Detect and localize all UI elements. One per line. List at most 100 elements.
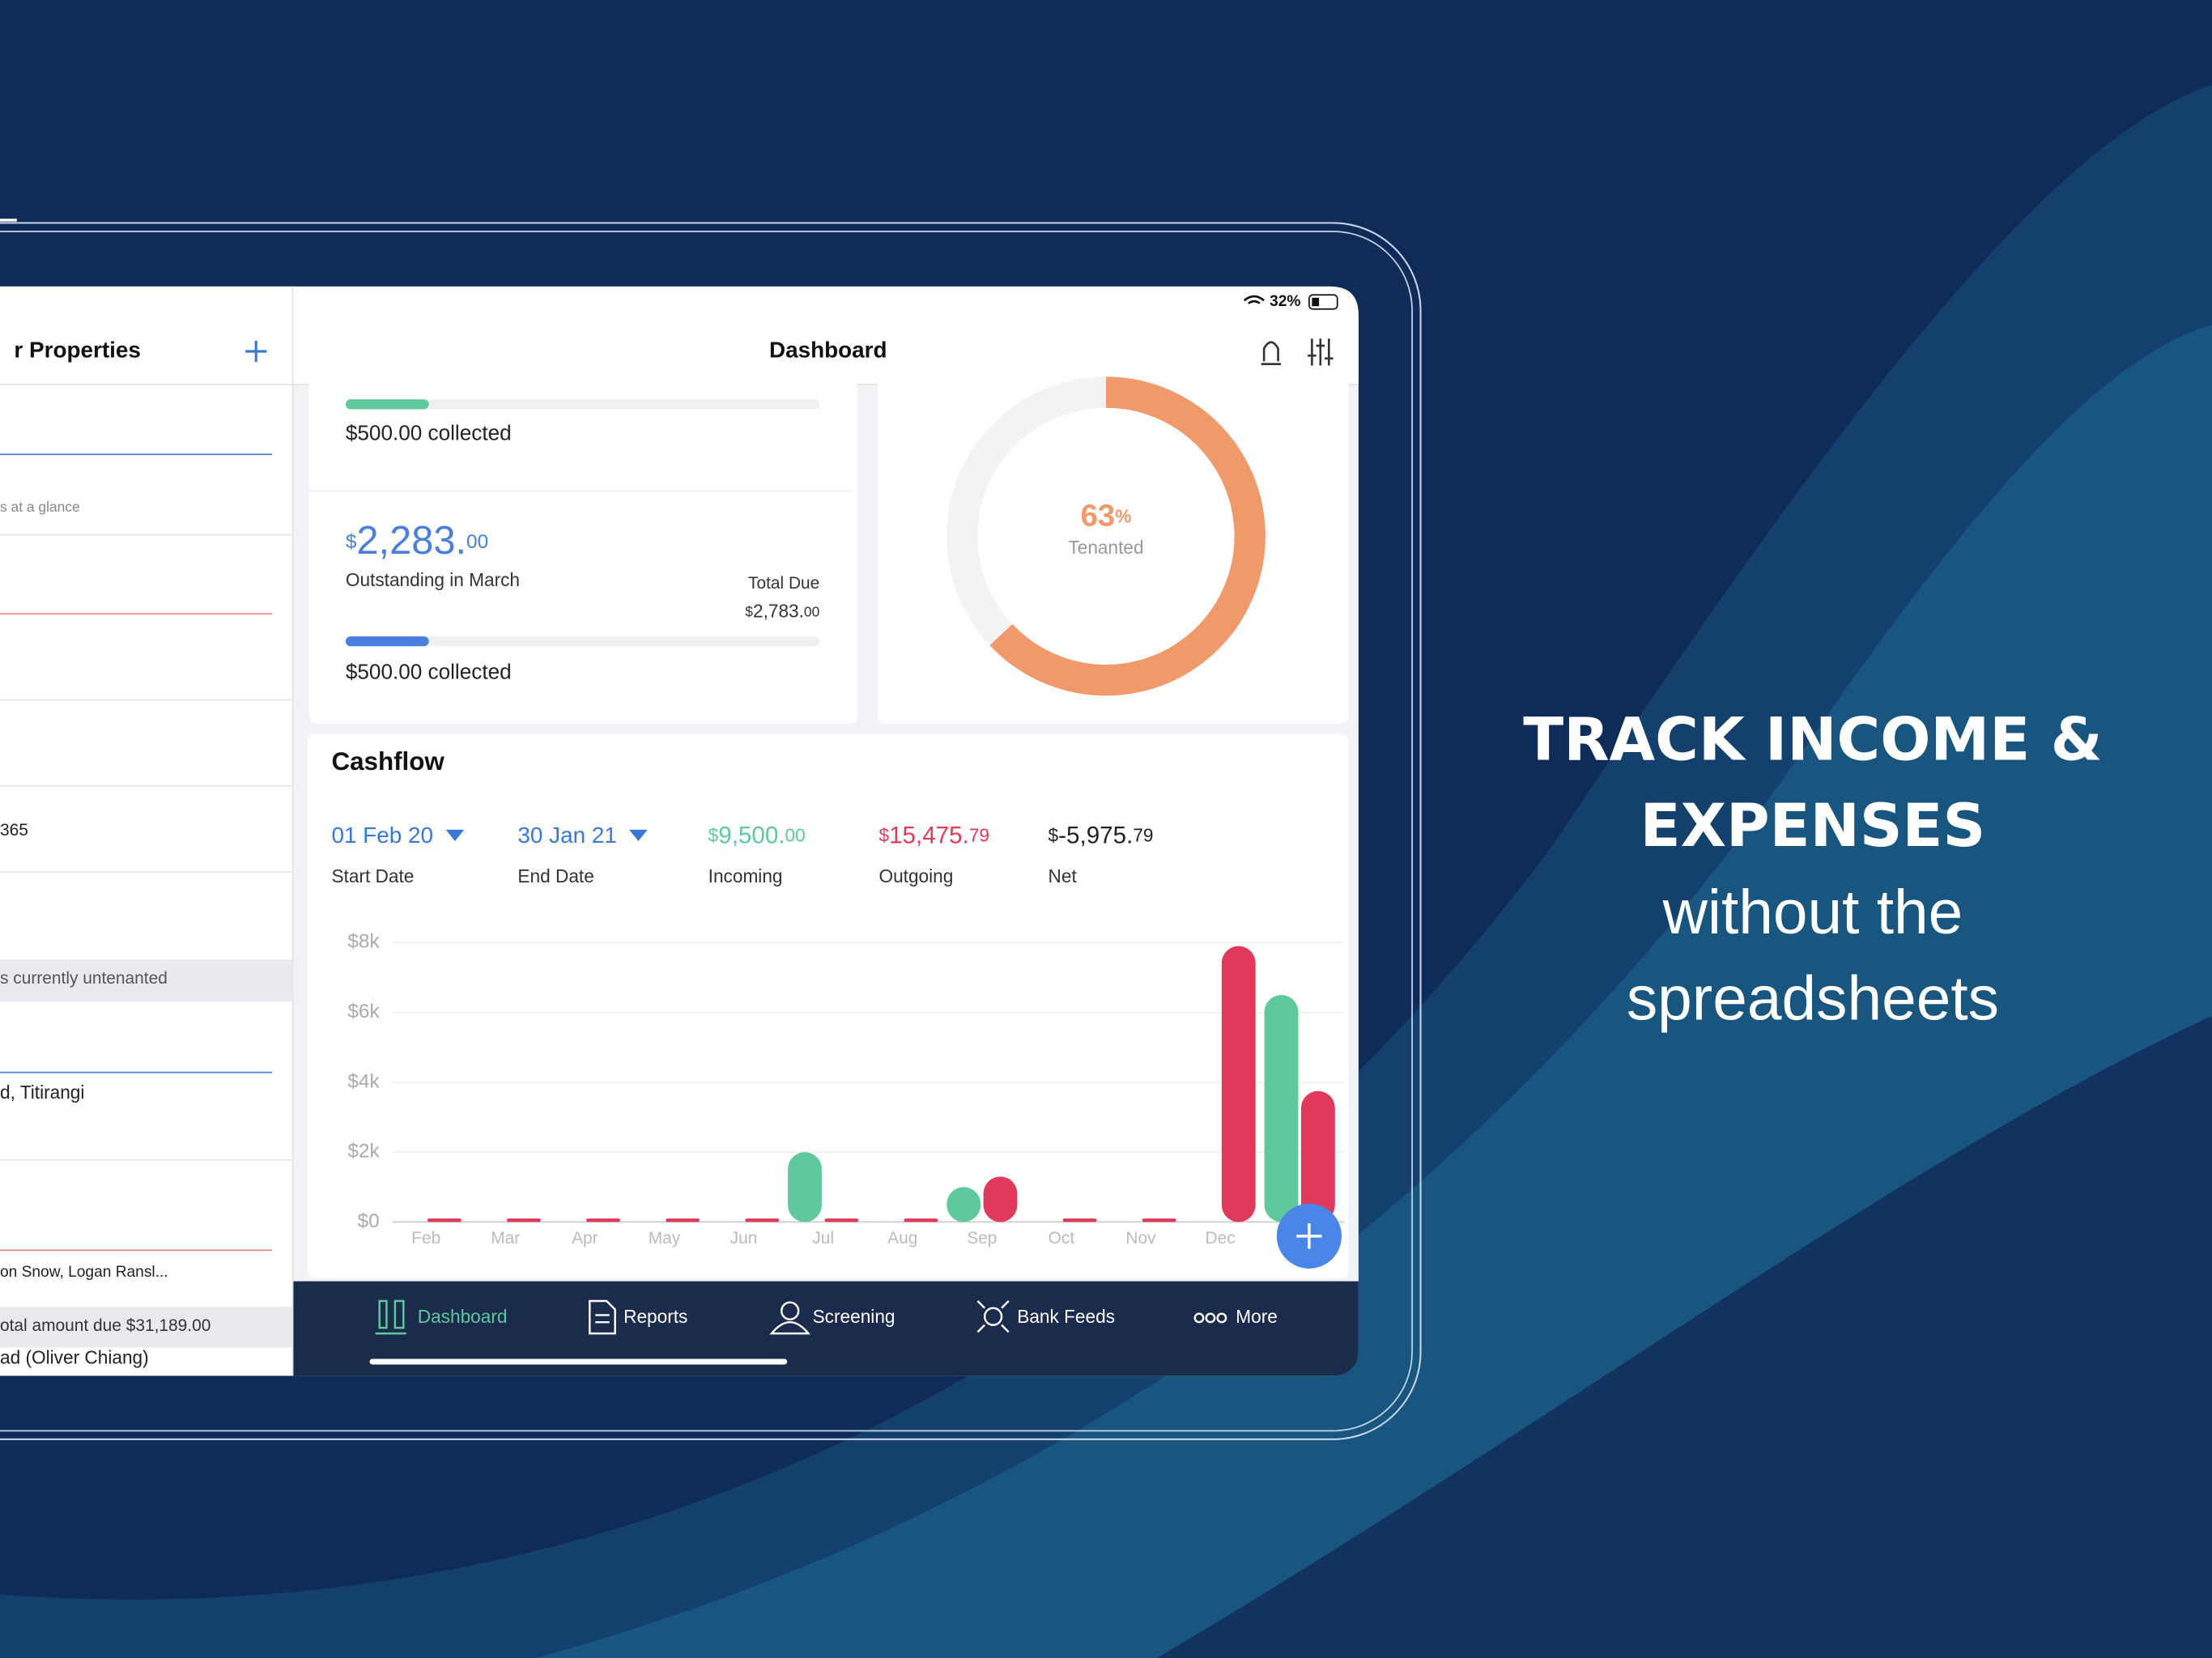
total-due: $2,783.00 (745, 600, 819, 621)
sidebar-band (0, 959, 292, 1002)
bar (824, 1218, 859, 1222)
sidebar-row: s currently untenanted (0, 969, 168, 988)
label: $500.00 collected (346, 421, 512, 445)
label: 01 Feb 20 (331, 823, 433, 848)
tab-bar (293, 1281, 1359, 1376)
amount-part: 15,475. (889, 822, 969, 848)
tab-label: Dashboard (418, 1306, 508, 1327)
battery-icon (1308, 294, 1338, 310)
amount-part: $ (346, 531, 357, 553)
tab-label: Bank Feeds (1017, 1306, 1115, 1327)
battery-level (1312, 297, 1320, 307)
amount-part: 79 (1133, 825, 1153, 846)
bar (586, 1218, 620, 1222)
sidebar (0, 286, 294, 1376)
bar (666, 1218, 700, 1222)
tab-icons (375, 1299, 1227, 1335)
progress-track (345, 636, 820, 647)
outgoing-total: $15,475.79 (878, 822, 989, 848)
start-date-picker[interactable] (445, 829, 465, 841)
device-outline (0, 222, 1422, 1440)
tab-label: More (1236, 1306, 1278, 1327)
y-tick-label: $2k (347, 1141, 380, 1163)
y-tick-label: $6k (347, 1001, 380, 1022)
bar (1264, 995, 1299, 1222)
label: Net (1049, 865, 1078, 886)
label: r Properties (14, 337, 140, 362)
filter-button[interactable] (1308, 338, 1334, 366)
label: End Date (517, 865, 593, 886)
amount-part: 00 (466, 531, 488, 553)
amount-part: 00 (785, 825, 806, 846)
x-tick-label: Oct (1049, 1229, 1075, 1248)
progress-bar (345, 399, 429, 410)
bar (427, 1218, 462, 1222)
subline: spreadsheets (1627, 964, 1999, 1033)
x-tick-label: Dec (1206, 1229, 1236, 1248)
x-tick-label: Jun (730, 1229, 758, 1248)
sidebar-row: otal amount due $31,189.00 (0, 1316, 211, 1335)
end-date-picker[interactable] (629, 829, 648, 841)
tab-label: Screening (813, 1306, 895, 1327)
label: Total Due (748, 574, 819, 593)
subline: without the (1662, 878, 1963, 947)
header (293, 286, 1359, 385)
x-tick-label: Sep (967, 1229, 997, 1248)
amount-part: $ (708, 825, 719, 846)
bar (1062, 1218, 1097, 1222)
bar (788, 1152, 822, 1222)
card-title: Cashflow (331, 747, 445, 776)
tab-label: Reports (623, 1306, 687, 1327)
label: $500.00 collected (346, 659, 512, 683)
amount-part: -5,975. (1058, 822, 1133, 848)
cashflow-chart: $0 $2k $4k $6k $8k Feb Mar Apr May Jun Jul Aug Sep Oc… (347, 931, 1345, 1248)
bar (983, 1176, 1018, 1222)
net-total: $-5,975.79 (1049, 822, 1154, 848)
add-property-button[interactable] (245, 340, 267, 363)
sidebar-row: 365 (0, 821, 28, 840)
notifications-button[interactable] (1261, 341, 1282, 365)
bar (1300, 1090, 1335, 1222)
x-tick-label: Jul (812, 1229, 834, 1248)
bar (1142, 1218, 1176, 1222)
bar (904, 1218, 938, 1222)
x-tick-label: Mar (491, 1229, 520, 1248)
x-tick-label: Aug (887, 1229, 917, 1248)
progress-bar (345, 636, 429, 647)
headline: TRACK INCOME & (1523, 706, 2102, 775)
battery-text: 32% (1270, 293, 1300, 310)
y-tick-label: $0 (358, 1210, 380, 1232)
label: Start Date (331, 865, 414, 886)
sidebar-dividers (0, 534, 292, 1161)
x-tick-label: Nov (1125, 1229, 1156, 1248)
label: Outgoing (878, 865, 953, 886)
value: 63 (1081, 499, 1116, 534)
home-indicator (369, 1358, 788, 1365)
cashflow-card (307, 733, 1349, 1279)
add-icon (1296, 1223, 1322, 1249)
bar (745, 1218, 780, 1222)
headline: EXPENSES (1640, 792, 1986, 861)
sidebar-row: ad (Oliver Chiang) (0, 1346, 149, 1367)
page-title: Dashboard (769, 337, 887, 362)
y-tick-label: $4k (347, 1070, 380, 1092)
label: Incoming (708, 865, 783, 886)
y-tick-label: $8k (347, 931, 380, 953)
x-tick-label: Apr (572, 1229, 598, 1248)
label: Outstanding in March (346, 569, 520, 590)
amount-part: $ (878, 825, 889, 846)
amount-part: $ (1049, 825, 1059, 846)
wave (1156, 1015, 2212, 1658)
device-button (0, 219, 17, 222)
label: Tenanted (1068, 537, 1143, 558)
amount-part: 00 (804, 603, 819, 619)
x-tick-label: Feb (411, 1229, 440, 1248)
occupancy-value: 63% (1081, 499, 1132, 534)
x-tick-label: May (649, 1229, 681, 1248)
rent-card (308, 369, 858, 725)
amount-part: $ (745, 603, 753, 619)
progress-track (345, 399, 820, 410)
amount-part: 2,783. (753, 600, 804, 621)
